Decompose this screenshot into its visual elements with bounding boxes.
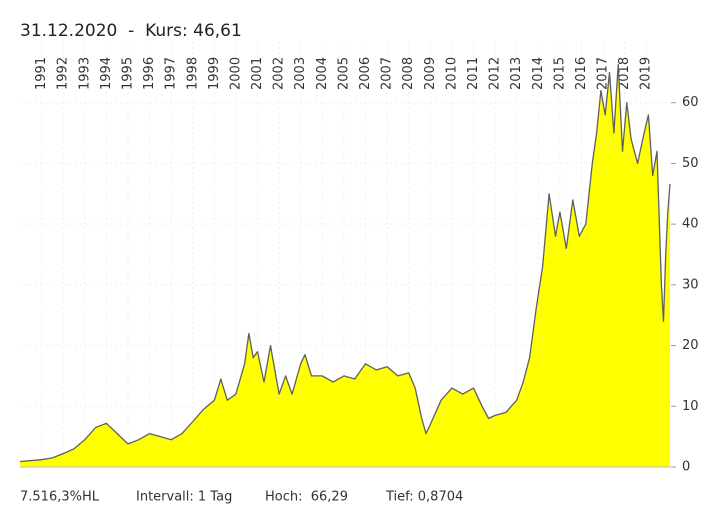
x-tick-label: 2006: [358, 57, 373, 90]
x-tick-label: 2009: [423, 57, 438, 90]
y-tick-label: 40: [682, 217, 699, 232]
footer-item: Intervall: 1 Tag: [136, 490, 232, 505]
x-tick-label: 1994: [99, 57, 114, 90]
x-tick-label: 1995: [120, 57, 135, 90]
y-tick-label: 20: [682, 338, 699, 353]
x-tick-label: 2008: [401, 57, 416, 90]
x-tick-label: 1996: [142, 57, 157, 90]
x-tick-label: 2000: [228, 57, 243, 90]
x-tick-label: 2018: [617, 57, 632, 90]
chart-title: 31.12.2020 - Kurs: 46,61: [20, 21, 242, 41]
x-tick-label: 1991: [34, 57, 49, 90]
x-tick-label: 2011: [466, 57, 481, 90]
x-tick-label: 2017: [596, 57, 611, 90]
footer-item: 7.516,3%HL: [20, 490, 100, 505]
x-tick-label: 1998: [185, 57, 200, 90]
x-tick-label: 2002: [272, 57, 287, 90]
y-tick-label: 50: [682, 156, 699, 171]
x-tick-label: 1999: [207, 57, 222, 90]
y-tick-label: 0: [682, 460, 690, 475]
x-tick-label: 1992: [56, 57, 71, 90]
x-tick-label: 2010: [444, 57, 459, 90]
x-tick-label: 2012: [488, 57, 503, 90]
x-tick-label: 2003: [293, 57, 308, 90]
y-tick-label: 10: [682, 399, 699, 414]
x-tick-label: 2014: [531, 57, 546, 90]
footer-item: Hoch: 66,29: [265, 490, 348, 505]
y-tick-label: 30: [682, 277, 699, 292]
x-tick-label: 2015: [552, 57, 567, 90]
x-tick-label: 2016: [574, 57, 589, 90]
y-tick-label: 60: [682, 95, 699, 110]
price-line: [19, 63, 671, 463]
x-tick-label: 2007: [380, 57, 395, 90]
x-tick-label: 2019: [639, 57, 654, 90]
x-tick-label: 2001: [250, 57, 265, 90]
x-tick-label: 2013: [509, 57, 524, 90]
footer-item: Tief: 0,8704: [385, 490, 463, 505]
x-tick-label: 1997: [164, 57, 179, 90]
area: [20, 64, 670, 467]
x-tick-label: 2004: [315, 57, 330, 90]
x-tick-label: 2005: [336, 57, 351, 90]
x-tick-label: 1993: [77, 57, 92, 90]
